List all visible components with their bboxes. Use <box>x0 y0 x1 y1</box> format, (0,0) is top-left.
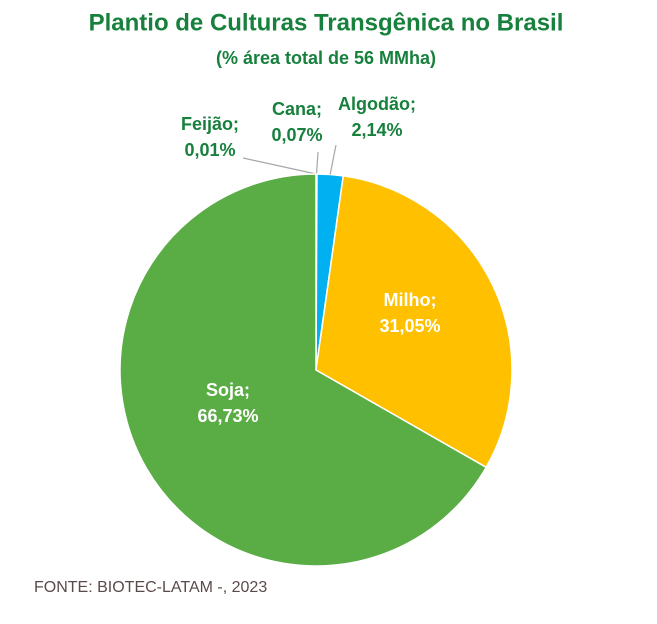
value-label: 0,01% <box>184 140 235 160</box>
value-label: 31,05% <box>379 316 440 336</box>
value-label: 2,14% <box>351 120 402 140</box>
value-label: 0,07% <box>271 125 322 145</box>
slice-label: Feijão; <box>181 114 239 134</box>
chart-title: Plantio de Culturas Transgênica no Brasi… <box>89 9 564 36</box>
slice-label: Cana; <box>272 99 322 119</box>
slice-label: Milho; <box>384 290 437 310</box>
value-label: 66,73% <box>197 406 258 426</box>
slice-label: Algodão; <box>338 94 416 114</box>
slice-label: Soja; <box>206 380 250 400</box>
chart-subtitle: (% área total de 56 MMha) <box>216 48 436 68</box>
source-note: FONTE: BIOTEC-LATAM -, 2023 <box>34 579 267 596</box>
